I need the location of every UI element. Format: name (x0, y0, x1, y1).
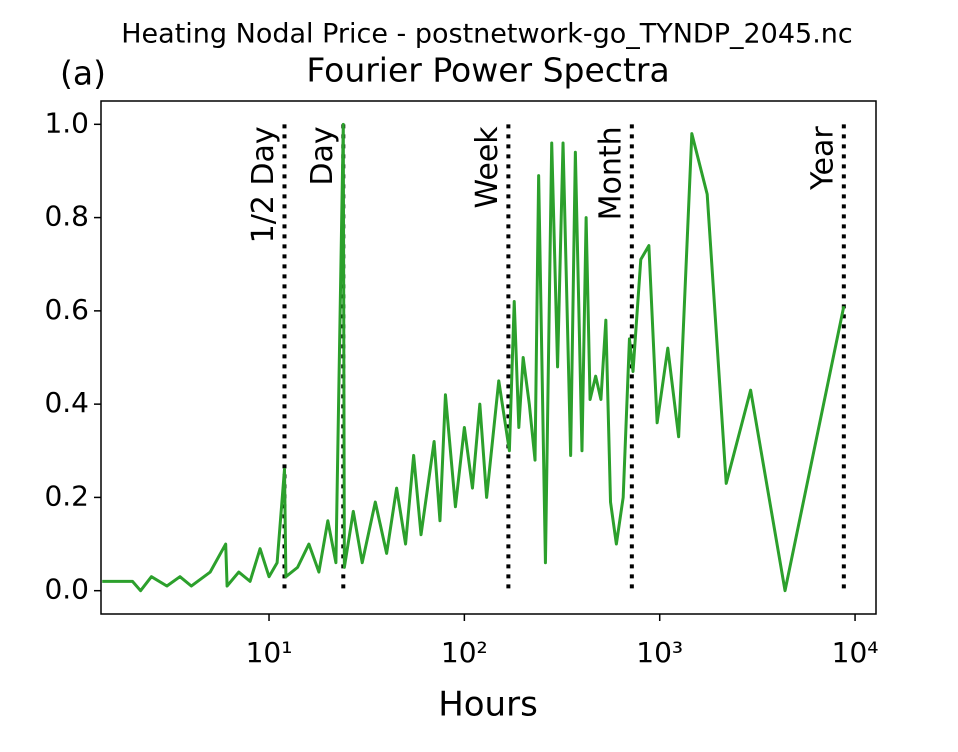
chart-title: Fourier Power Spectra (306, 51, 669, 90)
reference-label: Week (470, 126, 505, 209)
y-tick-label: 0.6 (44, 293, 89, 326)
plot-frame (100, 100, 877, 615)
reference-label: Month (593, 126, 628, 220)
reference-label: 1/2 Day (246, 126, 281, 243)
x-tick-label: 10³ (636, 636, 683, 669)
x-tick-label: 10⁴ (832, 636, 879, 669)
y-tick-label: 1.0 (44, 106, 89, 139)
x-tick-label: 10¹ (246, 636, 293, 669)
panel-label: (a) (60, 54, 106, 93)
data-line (102, 122, 846, 593)
reference-label: Day (305, 126, 340, 185)
x-axis-label: Hours (438, 685, 538, 725)
suptitle: Heating Nodal Price - postnetwork-go_TYN… (121, 19, 853, 50)
y-tick-label: 0.0 (44, 573, 89, 606)
y-tick-label: 0.4 (44, 386, 89, 419)
reference-label: Year (805, 126, 840, 191)
y-tick-label: 0.8 (44, 200, 89, 233)
y-tick-label: 0.2 (44, 479, 89, 512)
x-tick-label: 10² (441, 636, 488, 669)
